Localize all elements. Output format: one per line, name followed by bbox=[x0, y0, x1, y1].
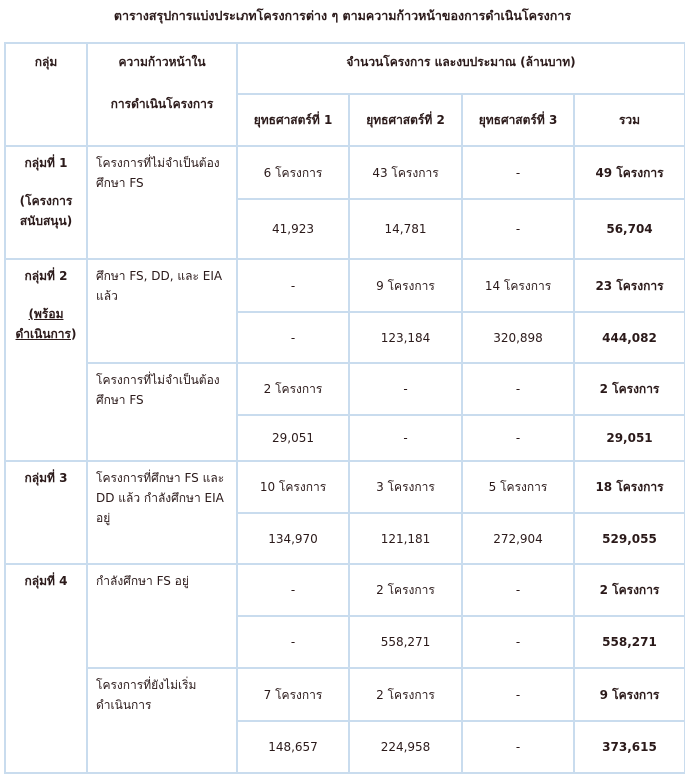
project-count-strategy-1: - bbox=[236, 563, 350, 617]
budget-strategy-1: - bbox=[236, 311, 350, 364]
project-count-total: 49 โครงการ bbox=[572, 145, 685, 200]
budget-total: 444,082 bbox=[572, 311, 685, 364]
budget-total: 56,704 bbox=[572, 198, 685, 260]
header-strategy-1: ยุทธศาสตร์ที่ 1 bbox=[236, 93, 350, 147]
progress-cell: กำลังศึกษา FS อยู่ bbox=[86, 563, 238, 669]
budget-total: 373,615 bbox=[572, 720, 685, 774]
group-subtitle-link[interactable]: (พร้อม ดำเนินการ bbox=[15, 307, 72, 341]
project-count-strategy-1: 2 โครงการ bbox=[236, 362, 350, 416]
header-group: กลุ่ม bbox=[4, 42, 88, 147]
project-count-strategy-3: - bbox=[461, 145, 575, 200]
budget-total: 529,055 bbox=[572, 512, 685, 565]
table-row: 29,051- -29,051 bbox=[5, 414, 685, 462]
table-row: กลุ่มที่ 1 (โครงการสนับสนุน) โครงการที่ไม่… bbox=[4, 145, 685, 260]
budget-strategy-1: 29,051 bbox=[236, 414, 350, 462]
project-count-strategy-2: 3 โครงการ bbox=[348, 460, 463, 514]
project-count-strategy-3: - bbox=[461, 362, 575, 416]
budget-total: 29,051 bbox=[572, 414, 685, 462]
budget-strategy-3: - bbox=[461, 615, 575, 669]
progress-cell: โครงการที่ศึกษา FS และ DD แล้ว กำลังศึกษ… bbox=[86, 460, 238, 565]
budget-strategy-3: 272,904 bbox=[461, 512, 575, 565]
project-count-total: 2 โครงการ bbox=[572, 362, 685, 416]
project-count-strategy-2: 2 โครงการ bbox=[348, 563, 463, 617]
budget-strategy-1: 134,970 bbox=[236, 512, 350, 565]
table-row: -558,271-558,271 bbox=[5, 615, 685, 669]
project-summary-table: กลุ่ม ความก้าวหน้าใน การดำเนินโครงการ จำน… bbox=[4, 42, 685, 774]
table-row: กลุ่มที่ 4 กำลังศึกษา FS อยู่ -2 โครงการ -2… bbox=[4, 563, 685, 774]
project-count-strategy-1: 10 โครงการ bbox=[236, 460, 350, 514]
project-count-strategy-1: - bbox=[236, 258, 350, 313]
project-count-strategy-2: 9 โครงการ bbox=[348, 258, 463, 313]
header-strategy-3: ยุทธศาสตร์ที่ 3 bbox=[461, 93, 575, 147]
group-name: กลุ่มที่ 4 bbox=[24, 574, 68, 588]
group-name: กลุ่มที่ 3 bbox=[24, 471, 68, 485]
project-count-strategy-3: 5 โครงการ bbox=[461, 460, 575, 514]
project-count-total: 23 โครงการ bbox=[572, 258, 685, 313]
budget-strategy-1: - bbox=[236, 615, 350, 669]
table-row: โครงการที่ไม่จำเป็นต้องศึกษา FS 2 โครงการ… bbox=[5, 362, 685, 462]
header-progress: ความก้าวหน้าใน การดำเนินโครงการ bbox=[86, 42, 238, 147]
group-name: กลุ่มที่ 2 bbox=[24, 269, 68, 283]
budget-strategy-2: 558,271 bbox=[348, 615, 463, 669]
project-count-strategy-3: - bbox=[461, 563, 575, 617]
progress-cell: โครงการที่ไม่จำเป็นต้องศึกษา FS bbox=[86, 362, 238, 462]
project-count-total: 9 โครงการ bbox=[572, 667, 685, 722]
budget-strategy-3: - bbox=[461, 198, 575, 260]
project-count-strategy-2: 2 โครงการ bbox=[348, 667, 463, 722]
group-subtitle-close: ) bbox=[71, 327, 77, 341]
budget-strategy-1: 148,657 bbox=[236, 720, 350, 774]
table-title: ตารางสรุปการแบ่งประเภทโครงการต่าง ๆ ตามค… bbox=[113, 8, 572, 23]
header-total: รวม bbox=[572, 93, 685, 147]
budget-strategy-3: - bbox=[461, 720, 575, 774]
budget-strategy-3: - bbox=[461, 414, 575, 462]
table-row: กลุ่มที่ 3 โครงการที่ศึกษา FS และ DD แล้ว… bbox=[4, 460, 685, 565]
project-count-strategy-2: - bbox=[348, 362, 463, 416]
header-strategy-2: ยุทธศาสตร์ที่ 2 bbox=[348, 93, 463, 147]
group-name: กลุ่มที่ 1 bbox=[24, 156, 68, 170]
header-amount: จำนวนโครงการ และงบประมาณ (ล้านบาท) bbox=[235, 42, 685, 95]
budget-strategy-2: - bbox=[348, 414, 463, 462]
table-row: โครงการที่ยังไม่เริ่มดำเนินการ 7 โครงการ 2… bbox=[5, 667, 685, 774]
budget-strategy-2: 123,184 bbox=[348, 311, 463, 364]
table-row: 41,923 14,781-56,704 bbox=[5, 198, 685, 260]
budget-strategy-2: 14,781 bbox=[348, 198, 463, 260]
project-count-total: 2 โครงการ bbox=[572, 563, 685, 617]
group-cell: กลุ่มที่ 3 bbox=[4, 460, 88, 565]
group-subtitle: (โครงการสนับสนุน) bbox=[19, 194, 73, 228]
budget-strategy-3: 320,898 bbox=[461, 311, 575, 364]
project-count-strategy-1: 6 โครงการ bbox=[236, 145, 350, 200]
group-cell: กลุ่มที่ 4 bbox=[4, 563, 88, 774]
budget-total: 558,271 bbox=[572, 615, 685, 669]
group-cell: กลุ่มที่ 1 (โครงการสนับสนุน) bbox=[4, 145, 88, 260]
budget-strategy-2: 224,958 bbox=[348, 720, 463, 774]
group-cell: กลุ่มที่ 2 (พร้อม ดำเนินการ) bbox=[4, 258, 88, 462]
budget-strategy-2: 121,181 bbox=[348, 512, 463, 565]
table-row: 134,970 121,181 272,904 529,055 bbox=[5, 512, 685, 565]
progress-cell: โครงการที่ไม่จำเป็นต้องศึกษา FS bbox=[86, 145, 238, 260]
project-count-strategy-1: 7 โครงการ bbox=[236, 667, 350, 722]
budget-strategy-1: 41,923 bbox=[236, 198, 350, 260]
project-count-strategy-3: - bbox=[461, 667, 575, 722]
project-count-total: 18 โครงการ bbox=[572, 460, 685, 514]
project-count-strategy-2: 43 โครงการ bbox=[348, 145, 463, 200]
project-count-strategy-3: 14 โครงการ bbox=[461, 258, 575, 313]
progress-cell: โครงการที่ยังไม่เริ่มดำเนินการ bbox=[86, 667, 238, 774]
table-row: -123,184 320,898 444,082 bbox=[5, 311, 685, 364]
progress-cell: ศึกษา FS, DD, และ EIA แล้ว bbox=[86, 258, 238, 364]
table-row: กลุ่มที่ 2 (พร้อม ดำเนินการ) ศึกษา FS, DD,… bbox=[4, 258, 685, 462]
table-row: 148,657 224,958-373,615 bbox=[5, 720, 685, 774]
